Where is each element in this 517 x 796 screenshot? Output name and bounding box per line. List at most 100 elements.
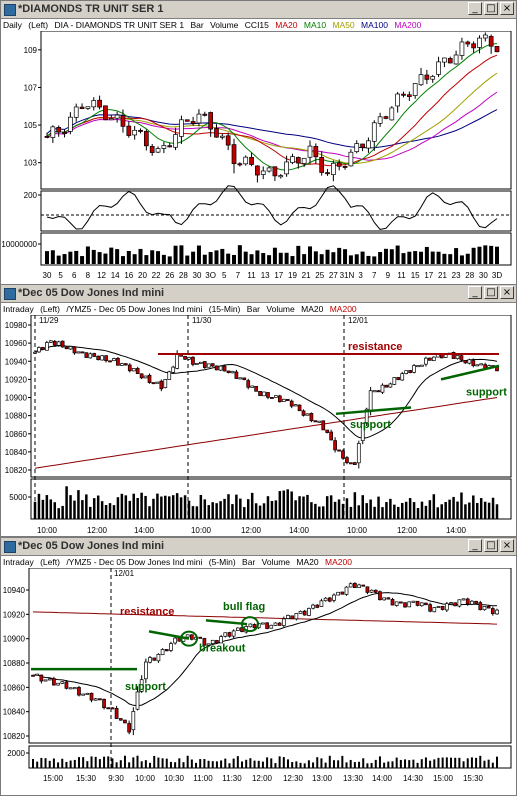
chart-window-diamonds[interactable]: *DIAMONDS TR UNIT SER 1 _ □ × Daily (Lef… <box>0 0 517 285</box>
y-tick-label: 10960 <box>5 339 28 348</box>
close-button[interactable]: × <box>500 2 514 15</box>
ym5-candle <box>344 586 349 595</box>
volume-bar <box>164 495 167 519</box>
volume-bar <box>337 247 342 264</box>
volume-bar <box>241 761 244 768</box>
x-tick-label: 15:00 <box>433 774 454 783</box>
x-tick-label: 7 <box>372 271 377 280</box>
legend-ma100: MA100 <box>361 20 388 30</box>
volume-bar <box>470 757 473 768</box>
x-tick-label: 10:00 <box>37 526 58 535</box>
x-tick-label: 20 <box>138 271 147 280</box>
ym5-candle <box>307 608 311 616</box>
volume-bar <box>132 254 137 264</box>
ym15-candle <box>420 364 424 367</box>
x-tick-label: 15:30 <box>76 774 97 783</box>
ym15-candle <box>270 397 274 399</box>
maximize-button[interactable]: □ <box>484 2 498 15</box>
volume-bar <box>343 249 348 264</box>
volume-bar <box>329 495 333 519</box>
window-titlebar[interactable]: *DIAMONDS TR UNIT SER 1 _ □ × <box>1 1 516 19</box>
ym-15min-chart[interactable]: 10980 10960 10940 10920 10900 10880 10860 10840… <box>1 315 516 537</box>
daily-candle <box>62 131 67 134</box>
ym15-candle <box>455 355 460 360</box>
volume-bar <box>430 251 435 264</box>
x-tick-label: 17 <box>424 271 433 280</box>
ym5-candle <box>319 600 324 607</box>
volume-bar <box>224 758 227 768</box>
ym15-candle <box>459 355 464 361</box>
close-button[interactable]: × <box>500 286 514 299</box>
volume-bar <box>377 496 380 519</box>
x-tick-label: 28 <box>465 271 474 280</box>
daily-candle <box>44 135 50 138</box>
ma10-line <box>46 43 498 171</box>
chart-window-ym-5min[interactable]: *Dec 05 Dow Jones Ind mini _ □ × Intrada… <box>0 537 517 796</box>
volume-bar <box>69 760 72 768</box>
ym15-candle <box>266 392 270 398</box>
window-titlebar[interactable]: *Dec 05 Dow Jones Ind mini _ □ × <box>1 285 516 303</box>
minimize-button[interactable]: _ <box>468 539 482 552</box>
volume-bar <box>73 500 76 519</box>
window-titlebar[interactable]: *Dec 05 Dow Jones Ind mini _ □ × <box>1 538 516 556</box>
ym5-candle <box>114 708 119 719</box>
x-tick-label: 10:30 <box>164 774 185 783</box>
ym5-candle <box>419 602 424 607</box>
volume-bar <box>69 495 72 519</box>
maximize-button[interactable]: □ <box>484 286 498 299</box>
volume-bar <box>282 757 285 768</box>
ym5-candle <box>31 674 35 677</box>
ym5-candle <box>152 657 157 661</box>
ym15-candle <box>44 342 49 351</box>
minimize-button[interactable]: _ <box>468 286 482 299</box>
volume-bar <box>381 507 384 519</box>
ym15-candle <box>127 364 132 372</box>
close-button[interactable]: × <box>500 539 514 552</box>
chart-window-ym-15min[interactable]: *Dec 05 Dow Jones Ind mini _ □ × Intrada… <box>0 284 517 537</box>
ym15-candle <box>143 375 148 379</box>
ym5-candle <box>373 589 378 593</box>
volume-bar <box>307 246 312 264</box>
volume-bar <box>378 252 383 264</box>
volume-bar <box>150 250 155 264</box>
ym15-candle <box>226 370 231 374</box>
ym5-candle <box>77 687 81 696</box>
ym15-candle <box>293 404 298 407</box>
ym5-candle <box>336 591 341 596</box>
volume-bar <box>178 758 181 768</box>
ym5-candle <box>215 640 219 644</box>
ym-5min-chart[interactable]: 10940 10920 10900 10880 10860 10840 10820 12/01… <box>1 568 516 796</box>
volume-bar <box>140 492 143 519</box>
ym15-candle <box>242 377 247 380</box>
volume-bar <box>471 247 476 264</box>
volume-bar <box>153 755 156 768</box>
volume-bar <box>182 762 185 768</box>
volume-bar <box>65 486 68 519</box>
minimize-button[interactable]: _ <box>468 2 482 15</box>
ym5-candle <box>52 678 56 686</box>
legend-ma50: MA50 <box>332 20 355 30</box>
ym5-candle <box>139 679 144 692</box>
legend-volume: Volume <box>266 304 295 314</box>
daily-candle <box>295 157 301 164</box>
window-title: *DIAMONDS TR UNIT SER 1 <box>18 3 164 15</box>
volume-bar <box>148 506 151 519</box>
daily-candle <box>278 175 284 178</box>
daily-candle <box>120 115 126 127</box>
daily-candle <box>418 74 424 86</box>
ym15-candle <box>48 340 53 343</box>
ym5-candle <box>386 597 391 600</box>
ym5-candle <box>189 634 194 640</box>
ym5-candle <box>474 600 478 604</box>
volume-bar <box>389 249 394 264</box>
volume-bar <box>495 246 499 264</box>
volume-bar <box>195 762 198 768</box>
price-pane <box>40 31 512 190</box>
ym15-candle <box>171 366 176 373</box>
bull-flag-label: bull flag <box>223 601 265 613</box>
maximize-button[interactable]: □ <box>484 539 498 552</box>
ym15-candle <box>175 353 180 369</box>
volume-bar <box>353 762 356 768</box>
x-tick-label: 28 <box>179 271 188 280</box>
